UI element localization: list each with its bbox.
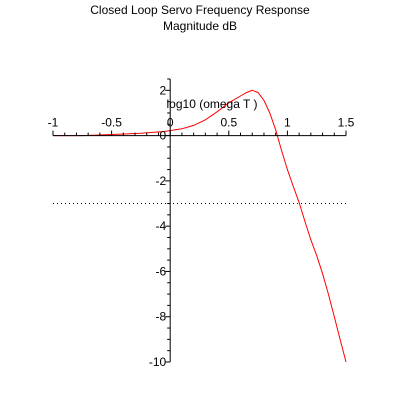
x-tick-label: 0 <box>167 116 174 130</box>
y-tick-label: -4 <box>156 219 167 233</box>
x-tick-label: -1 <box>48 116 59 130</box>
series-layer <box>53 89 347 363</box>
x-tick-label: 1 <box>284 116 291 130</box>
x-ticks: -1 -0.5 0 0.5 1 1.5 <box>48 116 355 136</box>
y-tick-label: -10 <box>149 355 167 369</box>
chart-subtitle: Magnitude dB <box>163 19 237 33</box>
y-tick-label: -2 <box>156 174 167 188</box>
y-ticks: -10 -8 -6 -4 -2 0 2 <box>149 78 171 369</box>
chart-title: Closed Loop Servo Frequency Response <box>90 3 310 17</box>
y-tick-label: 0 <box>160 129 167 143</box>
y-tick-label: 2 <box>160 83 167 97</box>
x-tick-label: -0.5 <box>101 116 122 130</box>
x-axis-label: log10 (omega T ) <box>167 97 258 111</box>
x-tick-label: 1.5 <box>338 116 355 130</box>
x-tick-label: 0.5 <box>220 116 237 130</box>
magnitude-response-line <box>53 89 347 363</box>
y-tick-label: -6 <box>156 264 167 278</box>
y-tick-label: -8 <box>156 310 167 324</box>
